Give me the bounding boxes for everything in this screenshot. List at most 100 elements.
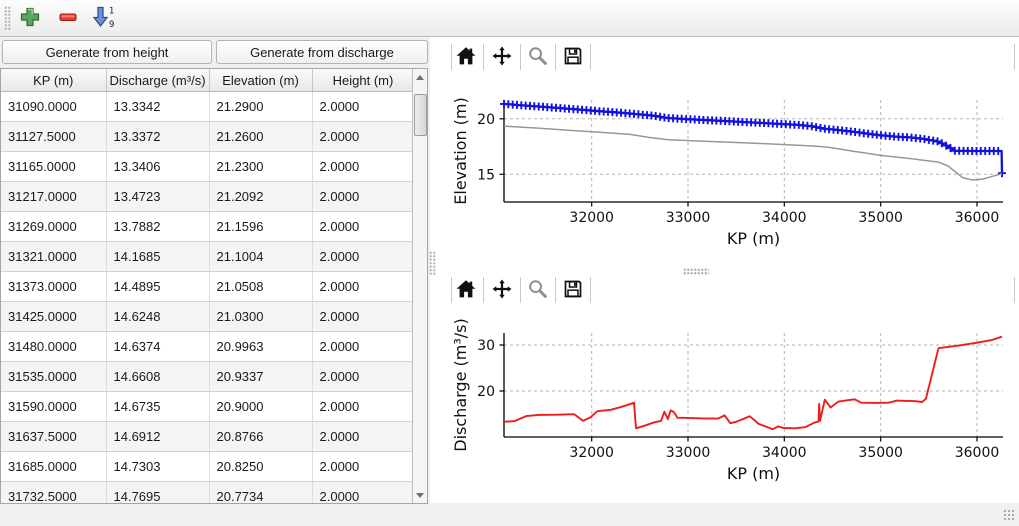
cell-kp[interactable]: 31480.0000 [1,331,107,362]
svg-text:Elevation (m): Elevation (m) [451,97,470,204]
cell-discharge[interactable]: 14.4895 [106,271,210,302]
table-row[interactable]: 31165.0000 13.3406 21.2300 2.0000 [1,151,415,182]
scroll-down-button[interactable] [413,487,427,503]
cell-discharge[interactable]: 14.6912 [106,421,210,452]
cell-discharge[interactable]: 13.7882 [106,211,210,242]
cell-elevation[interactable]: 20.8766 [209,421,313,452]
cell-kp[interactable]: 31685.0000 [1,451,107,482]
table-row[interactable]: 31480.0000 14.6374 20.9963 2.0000 [1,331,415,362]
cell-elevation[interactable]: 21.2092 [209,181,313,212]
cell-height[interactable]: 2.0000 [312,271,415,302]
scrollbar-thumb[interactable] [414,94,427,136]
toolbar-drag-handle[interactable] [4,6,11,30]
column-header-elevation[interactable]: Elevation (m) [209,69,313,92]
cell-discharge[interactable]: 14.1685 [106,241,210,272]
cell-elevation[interactable]: 21.0300 [209,301,313,332]
cell-kp[interactable]: 31535.0000 [1,361,107,392]
table-row[interactable]: 31090.0000 13.3342 21.2900 2.0000 [1,91,415,122]
column-header-kp[interactable]: KP (m) [1,69,107,92]
cell-discharge[interactable]: 14.6248 [106,301,210,332]
cell-kp[interactable]: 31127.5000 [1,121,107,152]
cell-height[interactable]: 2.0000 [312,451,415,482]
home-button[interactable] [453,44,479,70]
cell-kp[interactable]: 31732.5000 [1,481,107,503]
add-row-button[interactable] [17,6,43,31]
cell-kp[interactable]: 31165.0000 [1,151,107,182]
cell-discharge[interactable]: 13.4723 [106,181,210,212]
cell-height[interactable]: 2.0000 [312,91,415,122]
column-header-height[interactable]: Height (m) [312,69,415,92]
cell-height[interactable]: 2.0000 [312,391,415,422]
table-row[interactable]: 31321.0000 14.1685 21.1004 2.0000 [1,241,415,272]
table-row[interactable]: 31217.0000 13.4723 21.2092 2.0000 [1,181,415,212]
save-button[interactable] [560,277,586,303]
table-row[interactable]: 31732.5000 14.7695 20.7734 2.0000 [1,481,415,503]
cell-height[interactable]: 2.0000 [312,421,415,452]
generate-from-discharge-button[interactable]: Generate from discharge [216,40,428,64]
sort-rows-button[interactable]: 1 9 [88,6,118,31]
cell-discharge[interactable]: 14.6374 [106,331,210,362]
discharge-chart[interactable]: 32000 33000 34000 35000 36000 20 30 KP (m) Disch… [432,312,1019,498]
cell-kp[interactable]: 31637.5000 [1,421,107,452]
table-scrollbar[interactable] [412,69,427,503]
cell-elevation[interactable]: 20.9337 [209,361,313,392]
zoom-button[interactable] [525,44,551,70]
table-row[interactable]: 31127.5000 13.3372 21.2600 2.0000 [1,121,415,152]
cell-height[interactable]: 2.0000 [312,241,415,272]
cell-discharge[interactable]: 14.6608 [106,361,210,392]
cell-height[interactable]: 2.0000 [312,481,415,503]
cell-elevation[interactable]: 20.8250 [209,451,313,482]
table-row[interactable]: 31590.0000 14.6735 20.9000 2.0000 [1,391,415,422]
pan-button[interactable] [489,44,515,70]
generate-from-height-button[interactable]: Generate from height [2,40,212,64]
save-button[interactable] [560,44,586,70]
cell-discharge[interactable]: 13.3342 [106,91,210,122]
cell-elevation[interactable]: 21.2600 [209,121,313,152]
table-row[interactable]: 31685.0000 14.7303 20.8250 2.0000 [1,451,415,482]
scroll-up-button[interactable] [413,69,427,85]
cell-kp[interactable]: 31590.0000 [1,391,107,422]
table-row[interactable]: 31373.0000 14.4895 21.0508 2.0000 [1,271,415,302]
cell-height[interactable]: 2.0000 [312,361,415,392]
cell-elevation[interactable]: 20.9000 [209,391,313,422]
cell-kp[interactable]: 31373.0000 [1,271,107,302]
cell-kp[interactable]: 31217.0000 [1,181,107,212]
pan-button[interactable] [489,277,515,303]
cell-kp[interactable]: 31090.0000 [1,91,107,122]
cell-elevation[interactable]: 21.2900 [209,91,313,122]
cell-height[interactable]: 2.0000 [312,181,415,212]
cell-elevation[interactable]: 21.1004 [209,241,313,272]
elevation-chart[interactable]: 32000 33000 34000 35000 36000 15 20 KP (m) Eleva… [432,77,1019,263]
cell-height[interactable]: 2.0000 [312,211,415,242]
home-button[interactable] [453,277,479,303]
cell-kp[interactable]: 31269.0000 [1,211,107,242]
cell-discharge[interactable]: 14.7303 [106,451,210,482]
vertical-splitter-handle[interactable] [429,251,436,275]
cell-discharge[interactable]: 14.6735 [106,391,210,422]
cell-discharge[interactable]: 13.3372 [106,121,210,152]
cell-kp[interactable]: 31321.0000 [1,241,107,272]
zoom-button[interactable] [525,277,551,303]
window-resize-grip[interactable] [1003,509,1016,522]
cell-height[interactable]: 2.0000 [312,151,415,182]
table-row[interactable]: 31637.5000 14.6912 20.8766 2.0000 [1,421,415,452]
cell-height[interactable]: 2.0000 [312,331,415,362]
cell-kp[interactable]: 31425.0000 [1,301,107,332]
table-row[interactable]: 31535.0000 14.6608 20.9337 2.0000 [1,361,415,392]
cell-elevation[interactable]: 21.0508 [209,271,313,302]
cell-height[interactable]: 2.0000 [312,301,415,332]
cell-elevation[interactable]: 21.2300 [209,151,313,182]
table-row[interactable]: 31269.0000 13.7882 21.1596 2.0000 [1,211,415,242]
horizontal-splitter-handle[interactable] [683,268,709,275]
svg-text:35000: 35000 [858,445,903,461]
cell-height[interactable]: 2.0000 [312,121,415,152]
cell-elevation[interactable]: 20.9963 [209,331,313,362]
svg-text:34000: 34000 [762,445,807,461]
cell-elevation[interactable]: 21.1596 [209,211,313,242]
remove-row-button[interactable] [55,6,81,31]
cell-discharge[interactable]: 14.7695 [106,481,210,503]
table-row[interactable]: 31425.0000 14.6248 21.0300 2.0000 [1,301,415,332]
cell-elevation[interactable]: 20.7734 [209,481,313,503]
column-header-discharge[interactable]: Discharge (m³/s) [106,69,210,92]
cell-discharge[interactable]: 13.3406 [106,151,210,182]
